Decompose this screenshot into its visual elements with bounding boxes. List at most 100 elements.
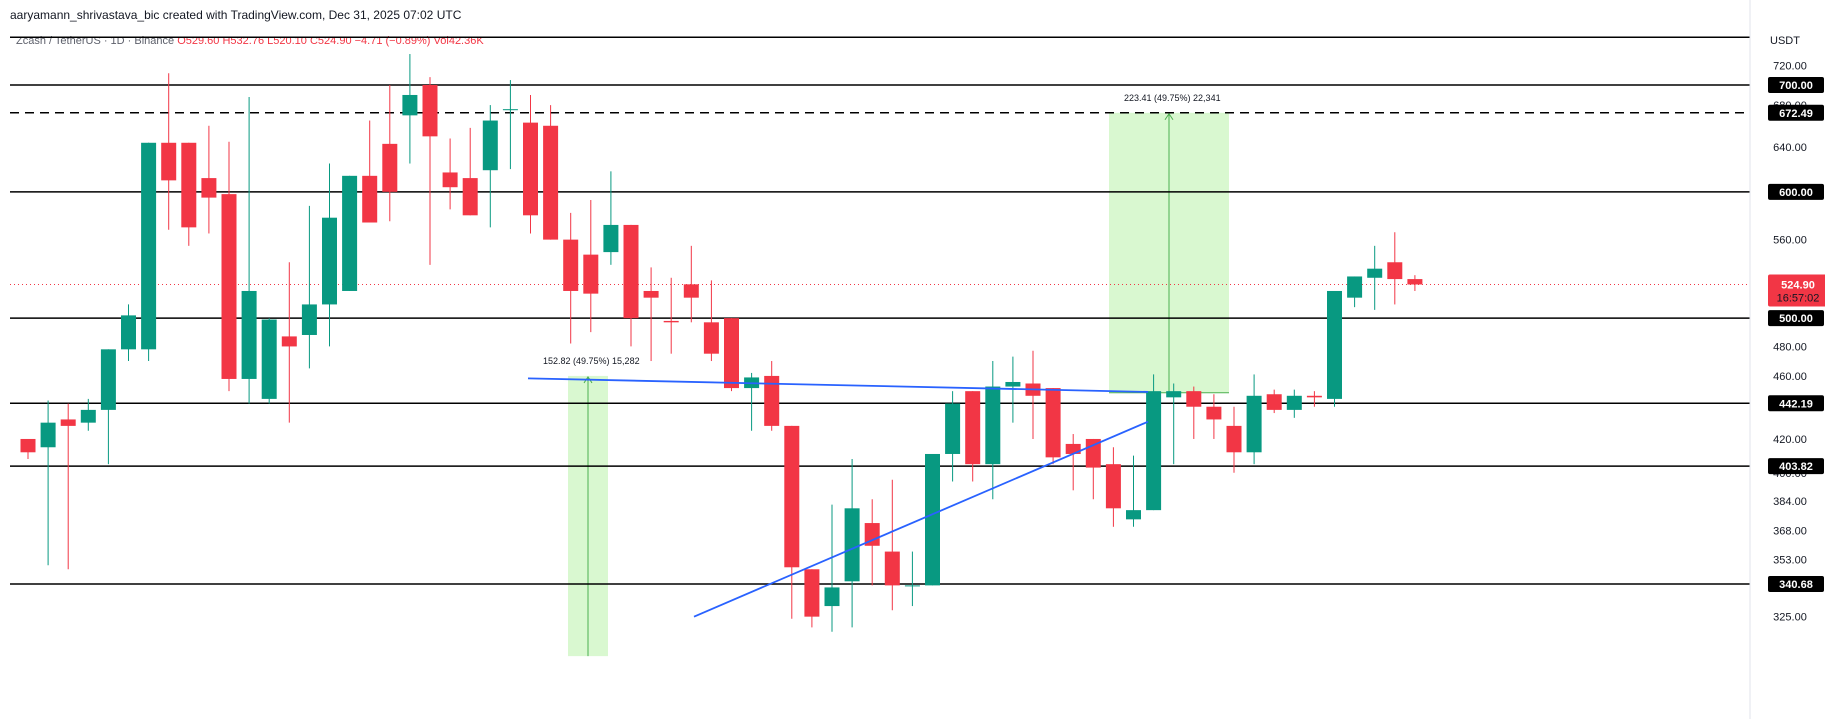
candle-body: [523, 122, 538, 216]
candle-body: [703, 322, 719, 354]
candle-body: [161, 142, 177, 181]
candle-body: [683, 284, 699, 298]
tick-label: 384.00: [1773, 496, 1807, 508]
measure-label: 223.41 (49.75%) 22,341: [1124, 93, 1221, 103]
candle-body: [301, 304, 317, 335]
candle-body: [40, 422, 56, 448]
candle-body: [462, 178, 478, 216]
trendline-resistance: [527, 377, 1149, 393]
open-value: O529.60: [177, 35, 220, 47]
tick-label: 325.00: [1773, 612, 1807, 624]
level-tag: 600.00: [1779, 187, 1813, 199]
close-value: C524.90: [309, 35, 352, 47]
candle-body: [583, 254, 599, 294]
candle-body: [1186, 391, 1202, 407]
candle-body: [322, 217, 337, 305]
tick-label: 460.00: [1773, 371, 1807, 383]
candle-body: [623, 224, 639, 319]
symbol-name: Zcash / TetherUS · 1D · Binance: [16, 35, 175, 47]
candle-body: [1045, 388, 1061, 458]
candle-body: [141, 142, 157, 350]
currency-label: USDT: [1770, 35, 1800, 47]
candle-body: [422, 85, 438, 137]
measure-arrowhead: [583, 376, 593, 384]
candle-body: [563, 239, 579, 291]
candle-body: [241, 290, 257, 379]
tick-label: 640.00: [1773, 142, 1807, 154]
candle-body: [884, 551, 900, 586]
countdown-tag: 16:57:02: [1777, 292, 1820, 304]
candle-body: [543, 125, 559, 240]
tick-label: 560.00: [1773, 235, 1807, 247]
horizontal-levels: [10, 36, 1750, 585]
candle-body: [382, 143, 398, 192]
candle-body: [1126, 510, 1141, 520]
candle-body: [1266, 394, 1282, 410]
candle-body: [181, 142, 197, 228]
candle-body: [904, 585, 920, 587]
volume-value: Vol42.36K: [433, 35, 484, 47]
level-tag-bg: [1768, 576, 1824, 592]
candle-body: [502, 109, 518, 111]
candle-body: [1306, 395, 1322, 398]
candle-body: [1246, 395, 1262, 453]
candle-body: [1286, 395, 1302, 410]
candle-body: [724, 318, 739, 389]
candle-body: [1166, 391, 1182, 398]
candle-body: [804, 569, 820, 617]
candle-body: [985, 386, 1001, 465]
level-tag-bg: [1768, 104, 1824, 121]
measure-label: 152.82 (49.75%) 15,282: [543, 356, 640, 366]
change-value: −4.71 (−0.89%): [354, 35, 431, 47]
candle-body: [824, 587, 840, 607]
candle-body: [1327, 290, 1342, 399]
trendline-support: [693, 420, 1149, 618]
candle-body: [925, 453, 940, 586]
candle-body: [281, 336, 297, 347]
candle-body: [442, 172, 458, 188]
symbol-legend: Zcash / TetherUS · 1D · Binance O529.60 …: [16, 35, 484, 47]
level-tag-bg: [1768, 183, 1824, 200]
tick-label: 720.00: [1773, 60, 1807, 72]
level-tag: 442.19: [1779, 398, 1813, 410]
low-value: L520.10: [267, 35, 307, 47]
candle-body: [80, 409, 96, 423]
candle-body: [864, 523, 880, 546]
candle-body: [362, 175, 378, 223]
candle-body: [1387, 262, 1403, 280]
candle-body: [965, 391, 981, 465]
candle-body: [1407, 279, 1423, 285]
level-tag: 500.00: [1779, 313, 1813, 325]
candle-body: [1105, 464, 1121, 509]
candle-body: [402, 94, 418, 116]
tick-label: 480.00: [1773, 341, 1807, 353]
candle-body: [1206, 406, 1222, 420]
candle-body: [121, 315, 136, 350]
trendlines[interactable]: [527, 377, 1149, 618]
candle-body: [342, 175, 358, 291]
candle-body: [945, 403, 961, 454]
candle-body: [100, 349, 116, 410]
tick-label: 420.00: [1773, 434, 1807, 446]
candle-body: [603, 224, 619, 253]
level-tag-bg: [1768, 458, 1824, 475]
candle-body: [784, 425, 800, 568]
candle-body: [1367, 268, 1383, 278]
measure-tools: 152.82 (49.75%) 15,282 223.41 (49.75%) 22…: [543, 93, 1229, 657]
level-tag: 340.68: [1779, 579, 1813, 591]
candle-body: [844, 508, 860, 582]
candle-body: [60, 419, 76, 426]
candle-body: [643, 290, 659, 298]
tick-label: 353.00: [1773, 554, 1807, 566]
measure-arrowhead: [1164, 112, 1174, 121]
level-tag: 700.00: [1779, 80, 1813, 92]
candle-body: [1065, 443, 1081, 454]
high-value: H532.76: [222, 35, 265, 47]
level-tag-bg: [1768, 395, 1824, 412]
candle-body: [221, 194, 237, 379]
candle-body: [1347, 276, 1363, 298]
candle-body: [1146, 391, 1162, 511]
chart-attribution: aaryamann_shrivastava_bic created with T…: [10, 8, 462, 22]
candle-body: [663, 320, 679, 323]
